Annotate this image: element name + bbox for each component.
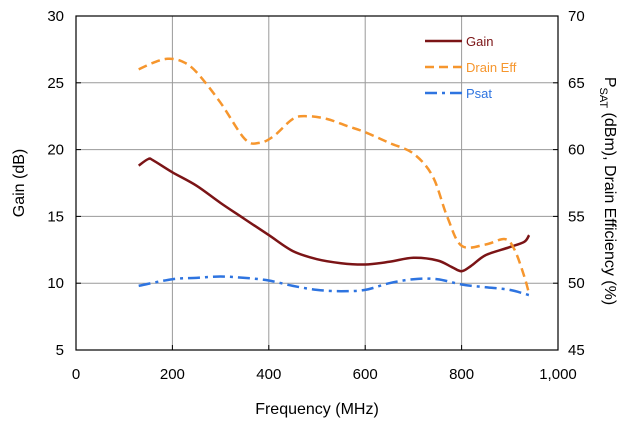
legend-label-drain-eff: Drain Eff	[466, 60, 517, 75]
y-left-tick-label: 10	[47, 275, 64, 292]
y-right-title-suffix: (dBm), Drain Efficiency (%)	[601, 108, 618, 305]
x-tick-label: 0	[72, 366, 80, 383]
x-tick-label: 200	[160, 366, 185, 383]
y-right-tick-label: 55	[568, 208, 585, 225]
y-right-title-subscript: SAT	[597, 88, 609, 109]
y-right-title-prefix: P	[601, 77, 618, 88]
y-right-tick-label: 60	[568, 142, 585, 159]
y-right-tick-label: 65	[568, 75, 585, 92]
x-tick-label: 800	[449, 366, 474, 383]
y-left-tick-label: 30	[47, 8, 64, 25]
x-axis-title: Frequency (MHz)	[255, 401, 379, 418]
y-right-tick-label: 45	[568, 342, 585, 359]
series-line-gain	[139, 158, 529, 271]
y-right-tick-label: 70	[568, 8, 585, 25]
y-left-tick-label: 5	[56, 342, 64, 359]
y-left-axis-title: Gain (dB)	[11, 149, 28, 217]
x-tick-label: 1,000	[539, 366, 577, 383]
x-tick-label: 400	[256, 366, 281, 383]
series-line-psat	[139, 277, 529, 296]
y-left-tick-label: 15	[47, 208, 64, 225]
x-tick-label: 600	[353, 366, 378, 383]
y-left-tick-label: 20	[47, 142, 64, 159]
legend-label-psat: Psat	[466, 86, 492, 101]
legend: Gain Drain Eff Psat	[425, 34, 517, 101]
legend-label-gain: Gain	[466, 34, 493, 49]
y-right-axis-title: PSAT (dBm), Drain Efficiency (%)	[597, 77, 618, 305]
y-right-tick-label: 50	[568, 275, 585, 292]
y-left-tick-label: 25	[47, 75, 64, 92]
